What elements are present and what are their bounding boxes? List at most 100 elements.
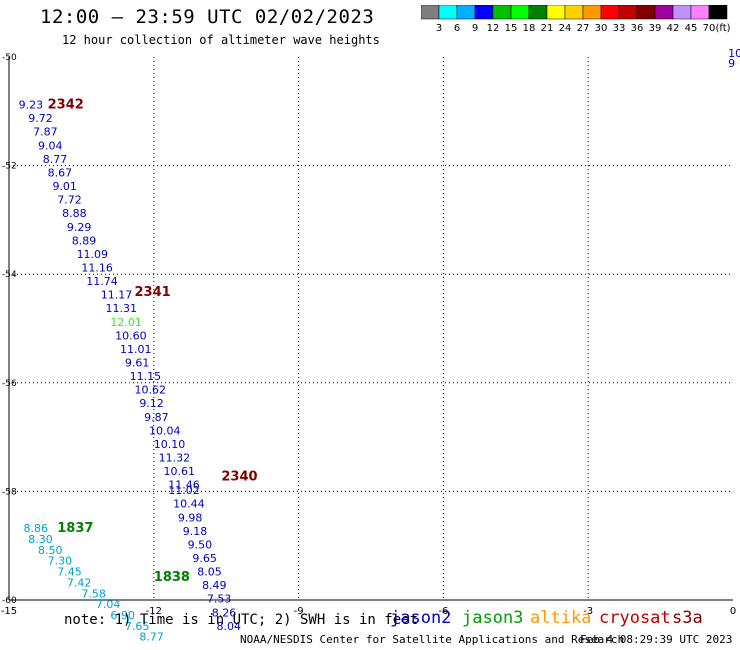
wave-height-value: 8.88 — [62, 207, 87, 220]
legend-cryosat: cryosat — [599, 608, 671, 628]
wave-height-value: 8.04 — [217, 620, 242, 633]
wave-height-value: 11.01 — [120, 343, 152, 356]
colorbar-swatch — [708, 5, 728, 20]
wave-height-value: 9.50 — [188, 538, 213, 551]
x-tick-label: 0 — [730, 606, 736, 617]
wave-height-value: 8.67 — [48, 166, 73, 179]
colorbar-label: 15 — [505, 23, 518, 33]
y-tick-label: -52 — [2, 162, 17, 172]
y-tick-label: -50 — [2, 53, 17, 63]
wave-height-value: 9 — [728, 57, 735, 70]
wave-height-value: 10.60 — [115, 329, 147, 342]
wave-height-value: 11.17 — [101, 289, 133, 302]
wave-height-value: 7.87 — [33, 126, 58, 139]
wave-height-value: 7.45 — [57, 566, 81, 579]
wave-height-value: 11.09 — [77, 248, 109, 261]
colorbar-label: 42 — [667, 23, 680, 33]
colorbar-label: 24 — [559, 23, 572, 33]
y-tick-label: -54 — [2, 270, 17, 280]
wave-height-value: 11.32 — [159, 452, 191, 465]
wave-height-value: 9.23 — [19, 99, 44, 112]
colorbar-legend: 3 6 9 12 15 18 21 24 27 30 33 36 39 42 45 70 (ft) — [421, 5, 731, 33]
colorbar-label: 30 — [595, 23, 608, 33]
legend-s3a: s3a — [672, 608, 703, 628]
wave-height-value: 7.58 — [81, 587, 106, 600]
colorbar-label: 9 — [472, 23, 478, 33]
wave-height-value: 8.86 — [23, 522, 48, 535]
y-tick-label: -60 — [2, 596, 17, 606]
footer-note: note: 1) Time is in UTC; 2) SWH is in fe… — [64, 612, 419, 628]
colorbar-label: 70 — [703, 23, 716, 33]
wave-height-value: 7.30 — [48, 555, 73, 568]
legend-jason2: jason2 — [390, 608, 452, 628]
wave-height-value: 9.87 — [144, 411, 169, 424]
y-tick-label: -56 — [2, 379, 17, 389]
x-tick-label: -12 — [146, 606, 162, 617]
x-tick-label: -3 — [583, 606, 593, 617]
chart-title: 12:00 – 23:59 UTC 02/02/2023 — [40, 6, 375, 28]
wave-height-value: 11.16 — [81, 261, 113, 274]
orbit-label: 2341 — [134, 285, 170, 300]
wave-height-value: 11.02 — [168, 484, 200, 497]
orbit-label: 2340 — [221, 470, 257, 485]
wave-height-value: 10.10 — [154, 438, 186, 451]
wave-height-value: 9.72 — [28, 112, 53, 125]
colorbar-label: 27 — [577, 23, 590, 33]
wave-height-value: 9.98 — [178, 511, 203, 524]
wave-height-value: 10.44 — [173, 498, 205, 511]
wave-height-value: 7.04 — [96, 598, 121, 611]
wave-height-value: 7.53 — [207, 593, 232, 606]
wave-height-value: 9.61 — [125, 357, 150, 370]
wave-height-value: 9.01 — [52, 180, 77, 193]
wave-height-value: 10.04 — [149, 424, 181, 437]
y-tick-label: -58 — [2, 487, 17, 497]
wave-height-value: 10.7 — [728, 47, 740, 60]
wave-height-value: 11.15 — [130, 370, 162, 383]
wave-height-value: 8.49 — [202, 579, 227, 592]
wave-height-value: 9.04 — [38, 139, 63, 152]
wave-height-value: 10.62 — [134, 384, 166, 397]
colorbar-label: 39 — [649, 23, 662, 33]
credit-line: NOAA/NESDIS Center for Satellite Applica… — [240, 633, 625, 646]
wave-height-value: 10.61 — [163, 465, 195, 478]
wave-height-value: 8.26 — [212, 606, 237, 619]
legend-altika: altika — [530, 608, 592, 628]
wave-height-value: 8.30 — [28, 533, 53, 546]
wave-height-value: 12.01 — [110, 316, 142, 329]
wave-height-value: 7.65 — [125, 620, 150, 633]
wave-height-value: 11.31 — [106, 302, 137, 315]
wave-height-value: 9.18 — [183, 525, 208, 538]
wave-height-value: 8.77 — [43, 153, 68, 166]
wave-height-value: 7.42 — [67, 576, 92, 589]
colorbar-label: 3 — [436, 23, 442, 33]
colorbar-label: 36 — [631, 23, 644, 33]
x-tick-label: -15 — [1, 606, 17, 617]
chart-subtitle: 12 hour collection of altimeter wave hei… — [62, 33, 380, 47]
wave-height-value: 9.29 — [67, 221, 92, 234]
orbit-label: 1838 — [154, 570, 190, 585]
wave-height-value: 11.46 — [168, 479, 200, 492]
colorbar-label: 6 — [454, 23, 460, 33]
x-tick-label: -6 — [438, 606, 448, 617]
colorbar-label: 21 — [541, 23, 554, 33]
generation-timestamp: Feb 4 08:29:39 UTC 2023 — [580, 633, 733, 646]
orbit-label: 1837 — [57, 521, 93, 536]
colorbar-label: 33 — [613, 23, 626, 33]
wave-height-value: 6.90 — [110, 609, 135, 622]
wave-height-value: 8.77 — [139, 631, 164, 644]
legend-jason3: jason3 — [462, 608, 524, 628]
wave-height-value: 9.65 — [192, 552, 217, 565]
wave-height-value: 8.05 — [197, 566, 222, 579]
wave-height-value: 8.50 — [38, 544, 63, 557]
wave-height-value: 11.74 — [86, 275, 118, 288]
colorbar-label: (ft) — [715, 23, 730, 33]
wave-height-value: 8.89 — [72, 234, 97, 247]
colorbar-label: 18 — [523, 23, 536, 33]
x-tick-label: -9 — [294, 606, 304, 617]
colorbar-label: 12 — [487, 23, 500, 33]
colorbar-label: 45 — [685, 23, 698, 33]
orbit-label: 2342 — [48, 98, 84, 113]
wave-height-value: 7.72 — [57, 194, 81, 207]
wave-height-value: 9.12 — [139, 397, 164, 410]
